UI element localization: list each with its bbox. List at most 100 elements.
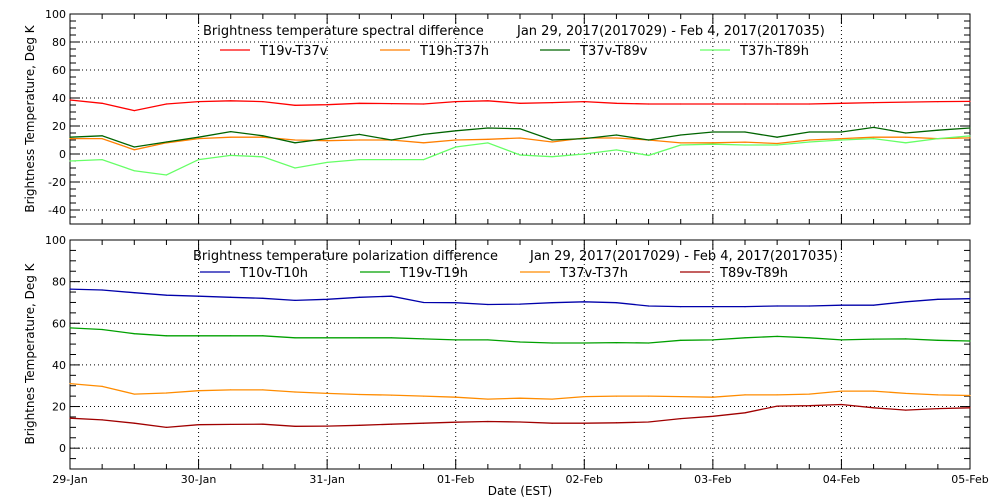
data-point xyxy=(422,422,425,424)
data-point xyxy=(230,131,232,133)
data-point xyxy=(230,423,232,426)
y-axis-label: Brightnes Temperature, Deg K xyxy=(23,262,37,444)
data-point xyxy=(969,127,971,129)
data-point xyxy=(390,159,393,161)
data-point xyxy=(326,140,328,142)
data-point xyxy=(390,394,393,396)
data-point xyxy=(422,159,425,161)
data-point xyxy=(390,139,393,141)
y-axis-label: Brightness Temperature, Deg K xyxy=(23,24,37,212)
data-point xyxy=(905,101,907,103)
data-point xyxy=(230,296,232,298)
data-point xyxy=(133,292,135,294)
data-point xyxy=(294,425,296,427)
data-point xyxy=(583,153,585,155)
data-point xyxy=(358,139,360,141)
data-point xyxy=(519,102,521,104)
data-point xyxy=(294,337,296,339)
data-point xyxy=(744,306,746,308)
data-point xyxy=(551,302,553,304)
plot-frame xyxy=(69,239,971,470)
data-point xyxy=(615,342,618,344)
data-point xyxy=(744,131,746,133)
data-point xyxy=(455,139,457,141)
data-point xyxy=(358,102,360,104)
data-point xyxy=(840,403,843,406)
data-point xyxy=(422,142,425,144)
data-point xyxy=(455,146,457,148)
data-point xyxy=(133,146,135,148)
data-point xyxy=(872,138,875,140)
data-point xyxy=(551,156,553,158)
series-line-t19h-t37h xyxy=(70,136,971,151)
data-point xyxy=(712,131,714,133)
data-point xyxy=(744,144,746,146)
data-point xyxy=(744,103,746,105)
data-point xyxy=(872,407,875,409)
data-point xyxy=(165,426,168,428)
y-tick-label: 0 xyxy=(59,148,66,161)
data-point xyxy=(680,142,682,144)
data-point xyxy=(905,338,907,340)
data-point xyxy=(519,421,521,423)
x-axis-label: Date (EST) xyxy=(488,484,552,498)
data-point xyxy=(680,418,682,420)
data-point xyxy=(133,149,135,151)
data-point xyxy=(680,103,682,105)
data-point xyxy=(840,139,843,141)
x-tick-label: 05-Feb xyxy=(951,473,988,486)
data-point xyxy=(390,103,393,105)
panel-date-range: Jan 29, 2017(2017029) - Feb 4, 2017(2017… xyxy=(516,24,825,39)
data-point xyxy=(969,340,971,342)
data-point xyxy=(197,335,200,337)
data-point xyxy=(840,304,843,306)
data-point xyxy=(487,303,489,306)
legend-label: T19v-T19h xyxy=(399,266,468,281)
data-point xyxy=(390,295,393,297)
data-point xyxy=(326,298,328,300)
data-point xyxy=(776,103,778,105)
data-point xyxy=(551,422,553,424)
data-point xyxy=(937,408,939,410)
data-point xyxy=(262,389,264,391)
data-point xyxy=(776,136,778,138)
data-point xyxy=(133,422,135,424)
data-point xyxy=(133,393,135,395)
data-point xyxy=(133,333,135,335)
data-point xyxy=(230,154,232,156)
data-point xyxy=(615,302,618,304)
data-point xyxy=(455,101,457,103)
data-point xyxy=(647,305,650,307)
data-point xyxy=(165,392,168,394)
data-point xyxy=(969,137,971,139)
data-point xyxy=(808,141,810,143)
data-point xyxy=(294,391,296,393)
data-point xyxy=(326,104,328,106)
data-point xyxy=(230,100,232,102)
data-point xyxy=(905,409,907,411)
y-tick-label: 100 xyxy=(45,234,66,247)
data-point xyxy=(615,395,618,397)
data-point xyxy=(197,159,200,161)
y-tick-label: 40 xyxy=(52,92,66,105)
y-tick-label: 20 xyxy=(52,120,66,133)
data-point xyxy=(165,174,168,176)
data-point xyxy=(583,422,585,424)
data-point xyxy=(776,405,778,407)
data-point xyxy=(647,395,650,397)
data-point xyxy=(872,126,875,128)
data-point xyxy=(872,136,875,138)
data-point xyxy=(69,160,71,162)
data-point xyxy=(712,415,714,417)
data-point xyxy=(808,393,810,395)
data-point xyxy=(744,337,746,339)
data-point xyxy=(358,133,360,135)
data-point xyxy=(294,299,296,301)
data-point xyxy=(551,342,553,344)
data-point xyxy=(647,154,650,156)
data-point xyxy=(615,137,618,139)
data-point xyxy=(390,423,393,425)
data-point xyxy=(680,339,682,341)
data-point xyxy=(487,100,489,102)
